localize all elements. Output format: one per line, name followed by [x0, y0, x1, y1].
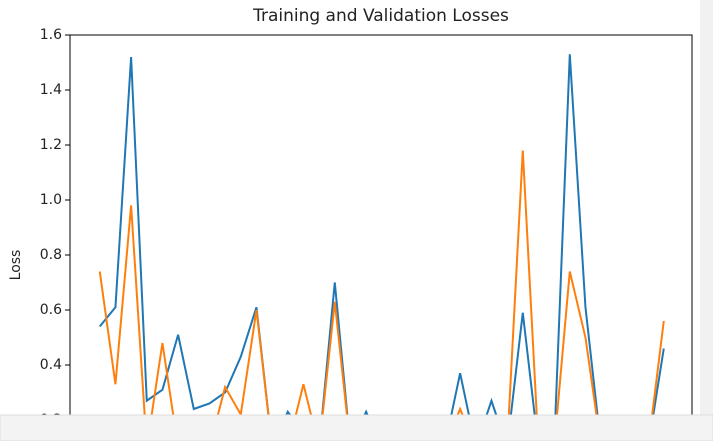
- line: [98, 54, 665, 415]
- y-tick-label: 0.6: [40, 302, 62, 318]
- plot: 0.2 0.4 0.6 0.8 1.0 1.2 1.4 1.6: [40, 27, 693, 428]
- line: [98, 150, 665, 415]
- bottom-panel: [0, 414, 713, 441]
- y-tick-label: 1.4: [40, 82, 62, 98]
- y-tick-label: 0.8: [40, 247, 62, 263]
- y-tick-label: 1.6: [40, 27, 62, 43]
- y-tick-label: 1.2: [40, 137, 62, 153]
- y-axis-label: Loss: [8, 250, 24, 281]
- y-tick-label: 0.2: [40, 412, 62, 428]
- chart-title: Training and Validation Losses: [252, 6, 509, 26]
- y-tick-label: 0.4: [40, 357, 62, 373]
- y-tick-label: 1.0: [40, 192, 62, 208]
- scrollbar[interactable]: [700, 0, 713, 415]
- plot-frame: [69, 34, 693, 415]
